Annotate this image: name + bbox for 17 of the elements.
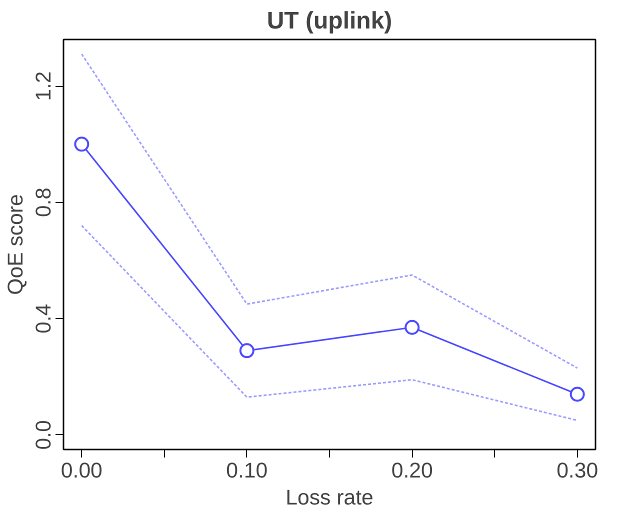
point (570, 386, 585, 402)
y-axis-title: QoE score (4, 194, 28, 295)
point (239, 343, 254, 358)
x-tick-label: 0.10 (226, 458, 268, 482)
chart-title: UT (uplink) (266, 8, 392, 34)
y-tick-label: 0.0 (32, 420, 56, 450)
point (74, 136, 90, 152)
x-tick-label: 0.20 (391, 458, 433, 482)
line-series (80, 53, 578, 369)
x-axis-title: Loss rate (286, 486, 374, 510)
y-tick-label: 0.4 (32, 304, 56, 334)
y-tick-label: 1.2 (32, 71, 56, 101)
point (404, 320, 420, 335)
x-tick-label: 0.00 (60, 458, 103, 482)
y-tick-label: 0.8 (32, 188, 56, 218)
x-tick-label: 0.30 (556, 458, 598, 482)
line-series (80, 224, 578, 422)
